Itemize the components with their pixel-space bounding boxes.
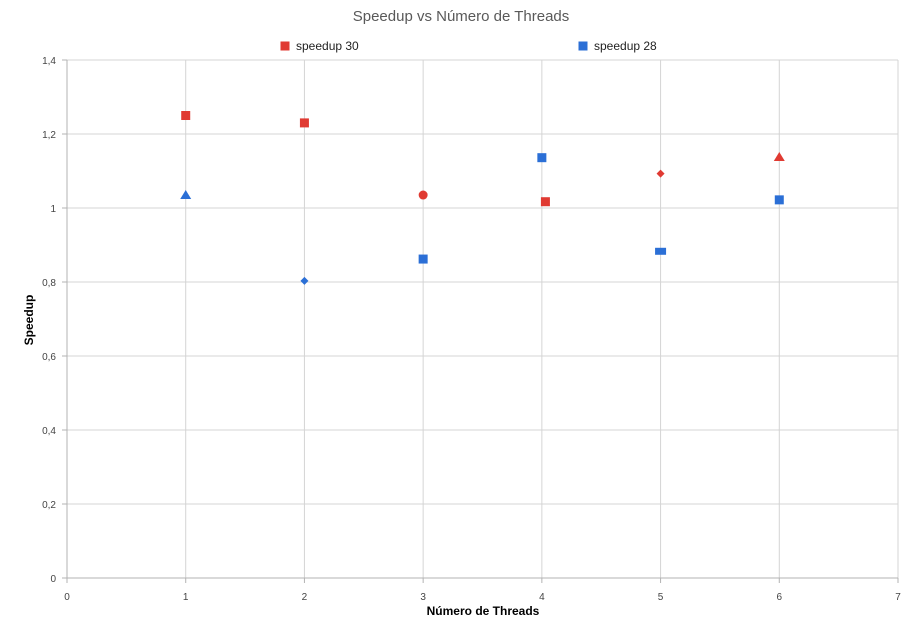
x-axis-label: Número de Threads <box>427 604 540 618</box>
x-tick-label: 7 <box>895 592 901 603</box>
x-tick-label: 5 <box>658 592 664 603</box>
y-tick-label: 0 <box>50 574 56 585</box>
x-tick-label: 4 <box>539 592 545 603</box>
data-point <box>418 254 428 264</box>
x-tick-label: 0 <box>64 592 70 603</box>
data-point <box>181 111 191 120</box>
legend[interactable]: speedup 30 speedup 28 <box>280 39 658 53</box>
x-tick-label: 3 <box>420 592 426 603</box>
x-tick-label: 2 <box>302 592 308 603</box>
data-points <box>180 111 785 285</box>
data-point <box>773 151 785 161</box>
legend-swatch <box>280 41 290 51</box>
data-point <box>655 247 667 255</box>
data-point <box>300 276 309 285</box>
y-tick-label: 0,6 <box>42 352 56 363</box>
data-point <box>180 190 192 200</box>
series-speedup-28 <box>180 153 784 285</box>
axis-layer <box>62 59 899 583</box>
data-point <box>774 195 784 205</box>
y-tick-label: 0,2 <box>42 500 56 511</box>
y-tick-label: 1 <box>50 204 56 215</box>
data-point <box>540 197 550 207</box>
data-point <box>537 153 547 163</box>
y-axis-label: Speedup <box>22 295 36 346</box>
chart-title: Speedup vs Número de Threads <box>353 8 570 25</box>
legend-swatch <box>578 41 588 51</box>
legend-label: speedup 30 <box>296 39 359 53</box>
x-tick-label: 1 <box>183 592 189 603</box>
data-point <box>299 118 309 128</box>
legend-item[interactable]: speedup 30 <box>280 39 360 53</box>
x-tick-label: 6 <box>777 592 783 603</box>
legend-item[interactable]: speedup 28 <box>578 39 658 53</box>
y-tick-label: 0,4 <box>42 426 56 437</box>
series-speedup-30 <box>181 111 785 207</box>
data-point <box>418 190 428 200</box>
tick-labels: 0 0,2 0,4 0,6 0,8 1 1,2 1,4 0 1 2 3 4 5 6 7 <box>42 56 901 603</box>
data-point <box>656 169 665 178</box>
legend-label: speedup 28 <box>594 39 657 53</box>
grid-layer <box>67 59 899 578</box>
y-tick-label: 0,8 <box>42 278 56 289</box>
y-tick-label: 1,2 <box>42 130 56 141</box>
y-tick-label: 1,4 <box>42 56 56 67</box>
